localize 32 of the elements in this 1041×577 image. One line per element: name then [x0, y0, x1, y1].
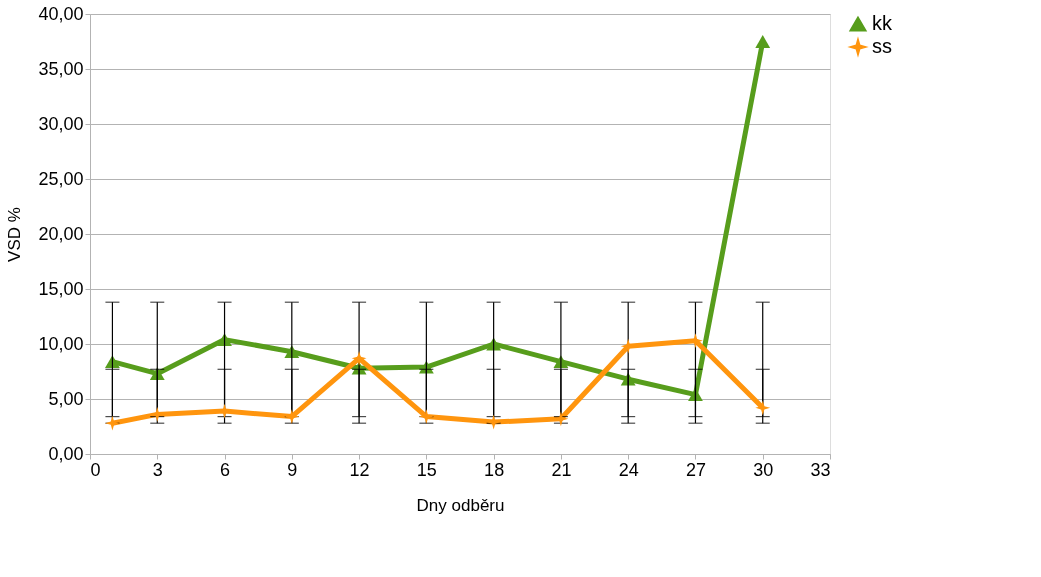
- point: [284, 409, 300, 425]
- x-tick-label: 27: [685, 459, 706, 480]
- legend-label: ss: [872, 35, 892, 57]
- x-tick-label: 3: [152, 459, 163, 480]
- point: [351, 350, 367, 366]
- point: [755, 400, 771, 416]
- point: [105, 415, 120, 431]
- x-tick-label: 30: [753, 459, 774, 480]
- y-tick-label: 5,00: [48, 388, 84, 409]
- x-tick-label: 15: [416, 459, 437, 480]
- y-tick-label: 25,00: [38, 168, 84, 189]
- x-tick-label: 9: [287, 459, 298, 480]
- legend-label: kk: [872, 12, 893, 34]
- y-tick-label: 40,00: [38, 3, 84, 24]
- x-tick-label: 12: [349, 459, 370, 480]
- y-tick-label: 0,00: [48, 443, 84, 464]
- y-tick-label: 10,00: [38, 333, 84, 354]
- y-axis-title: VSD %: [5, 207, 25, 262]
- x-tick-label: 24: [618, 459, 639, 480]
- point: [486, 414, 502, 430]
- y-tick-label: 15,00: [38, 278, 84, 299]
- y-tick-label: 30,00: [38, 113, 84, 134]
- x-tick-label: 18: [484, 459, 505, 480]
- x-tick-label: 0: [90, 459, 101, 480]
- x-tick-label: 21: [551, 459, 572, 480]
- y-tick-label: 20,00: [38, 223, 84, 244]
- x-tick-label: 33: [810, 459, 831, 480]
- x-tick-label: 6: [220, 459, 231, 480]
- y-tick-label: 35,00: [38, 58, 84, 79]
- point: [755, 35, 771, 48]
- point: [418, 409, 434, 425]
- x-axis-title: Dny odběru: [416, 495, 505, 515]
